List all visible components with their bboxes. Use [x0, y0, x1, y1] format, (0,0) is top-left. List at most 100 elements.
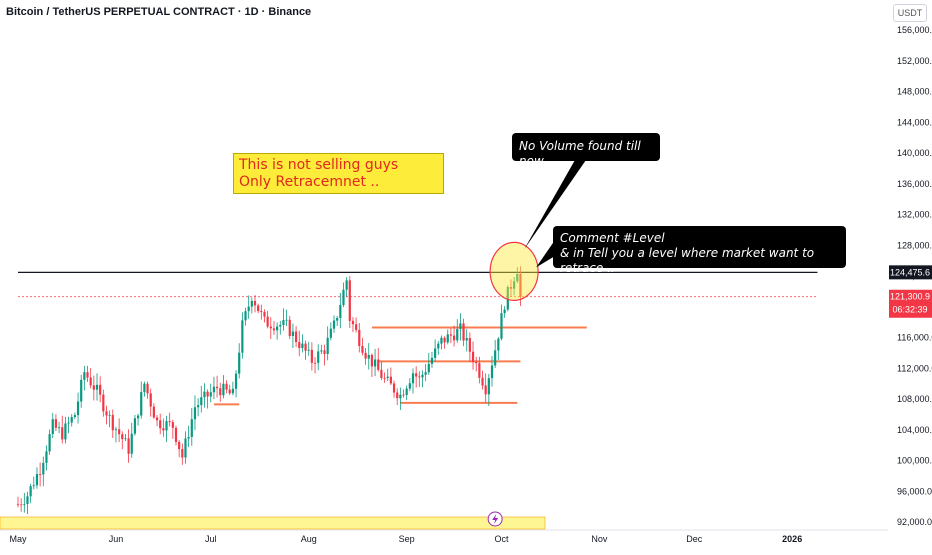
candle-body [402, 394, 405, 396]
candle-body [26, 496, 29, 505]
candle-body [42, 462, 45, 475]
candle-body [159, 420, 162, 429]
volume-note: No Volume found till now [512, 133, 660, 168]
level-note-line-2: & in Tell you a level where market want … [560, 246, 815, 275]
y-tick-label: 144,000.0 [897, 117, 932, 127]
yellow-note-line-1: This is not selling guys [239, 157, 399, 173]
candle-body [383, 377, 386, 379]
candle-body [456, 328, 459, 341]
candle-body [70, 417, 73, 423]
candle-body [503, 309, 506, 314]
candle-body [443, 337, 446, 343]
candle-body [206, 391, 209, 397]
candle-body [146, 383, 149, 394]
candle-body [478, 363, 481, 378]
candle-body [427, 363, 430, 373]
last-price-tag-bg [889, 289, 932, 318]
flash-icon-bolt [492, 514, 499, 524]
candle-body [92, 385, 95, 390]
candle-body [222, 383, 225, 396]
candle-body [121, 434, 124, 440]
candle-body [490, 365, 494, 379]
candle-body [130, 433, 133, 454]
candle-body [370, 354, 374, 367]
candle-body [452, 335, 456, 341]
candle-body [294, 331, 298, 343]
level-price-tag-bg [889, 265, 932, 280]
candle-body [367, 354, 370, 359]
candle-body [171, 422, 174, 428]
candle-body [184, 438, 187, 458]
candle-body [260, 311, 263, 313]
candle-body [238, 352, 241, 374]
candle-body [200, 397, 203, 406]
candle-body [399, 394, 402, 399]
candle-body [313, 362, 317, 364]
candle-body [257, 305, 260, 312]
candle-body [244, 311, 247, 321]
candle-body [484, 385, 487, 395]
candle-body [389, 376, 392, 384]
candle-body [32, 485, 35, 487]
candle-body [487, 378, 490, 395]
candle-body [152, 406, 155, 418]
y-tick-label: 116,000.0 [897, 333, 932, 343]
candle-body [497, 338, 500, 351]
candle-body [124, 438, 127, 440]
candle-body [449, 334, 453, 336]
candle-body [323, 350, 326, 354]
candle-body [317, 351, 320, 363]
candle-body [430, 357, 434, 364]
bottom-highlight-strip [0, 516, 546, 530]
y-tick-label: 156,000.0 [897, 25, 932, 35]
candle-body [519, 273, 522, 297]
candle-body [465, 338, 468, 341]
candle-body [67, 422, 70, 424]
candle-body [35, 474, 39, 486]
candle-body [355, 324, 358, 330]
candle-body [168, 421, 171, 423]
candle-body [215, 386, 219, 389]
candle-body [178, 441, 181, 450]
candle-body [105, 411, 108, 416]
candle-body [57, 427, 61, 429]
candle-body [20, 504, 23, 506]
yellow-note-line-2: Only Retracemnet .. [239, 174, 380, 190]
highlight-circle [489, 241, 539, 301]
candle-body [310, 349, 313, 363]
candle-body [241, 320, 244, 353]
candle-body [54, 419, 58, 428]
candle-body [133, 418, 137, 434]
y-tick-label: 132,000.0 [897, 210, 932, 220]
x-tick-label: Nov [591, 534, 608, 544]
level-note: Comment #Level & in Tell you a level whe… [553, 226, 846, 275]
candle-body [468, 338, 471, 352]
candle-body [39, 474, 42, 475]
candle-body [509, 287, 513, 289]
candle-body [86, 372, 89, 378]
y-tick-label: 96,000.0 [897, 486, 932, 496]
last-price-tag: 121,300.9 [890, 292, 930, 302]
x-tick-label: Oct [494, 534, 509, 544]
candle-body [276, 326, 279, 331]
candle-body [231, 388, 234, 394]
candle-body [253, 300, 257, 306]
candle-body [380, 369, 383, 378]
candle-body [320, 350, 323, 352]
y-tick-label: 140,000.0 [897, 148, 932, 158]
chart-title: Bitcoin / TetherUS PERPETUAL CONTRACT · … [6, 6, 312, 18]
candle-body [471, 351, 475, 363]
level-note-line-1: Comment #Level [560, 231, 665, 245]
currency-button[interactable]: USDT [893, 4, 927, 22]
x-tick-label: May [9, 534, 27, 544]
candle-body [405, 388, 408, 396]
candle-body [190, 419, 193, 437]
candle-body [48, 434, 51, 452]
candle-body [434, 348, 437, 358]
candle-body [111, 414, 114, 431]
candle-body [351, 320, 355, 325]
candle-body [212, 386, 216, 393]
candle-body [279, 324, 282, 327]
candle-body [219, 388, 222, 396]
candle-body [339, 305, 342, 318]
